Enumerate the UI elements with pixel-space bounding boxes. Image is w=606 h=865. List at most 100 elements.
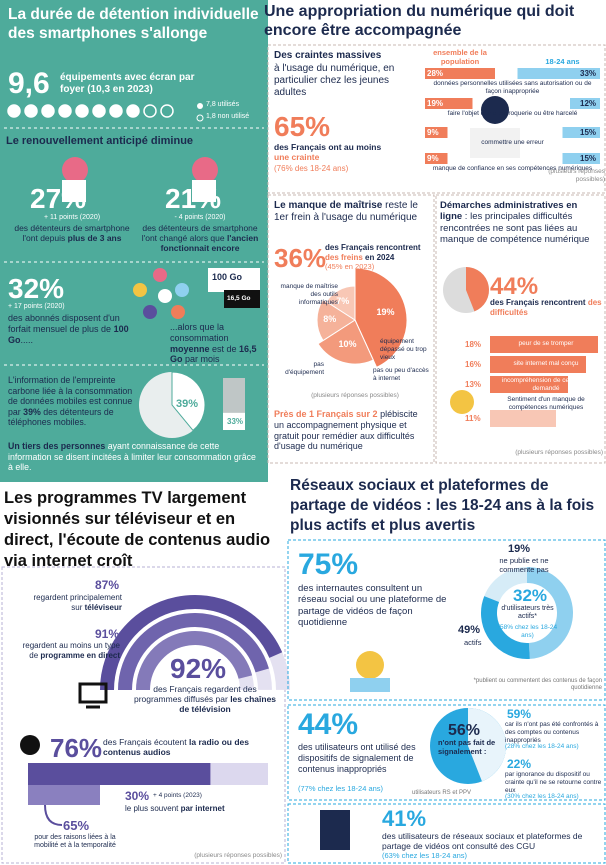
text-run: ..... <box>20 334 34 345</box>
slice-label: 10% <box>338 339 357 350</box>
text-run: Près de 1 Français sur 2 <box>274 409 378 419</box>
box-label: 16,5 Go <box>227 295 251 302</box>
dashed-box <box>1 566 286 864</box>
stat-text: des Français regardent des programmes di… <box>130 684 280 715</box>
pie-slice <box>466 267 489 312</box>
big-number: 21% <box>165 183 222 214</box>
section-title: Une appropriation du numérique qui doit … <box>264 3 575 39</box>
big-number: 27% <box>30 183 87 214</box>
note: (76% des 18-24 ans) <box>274 164 349 173</box>
heading: Démarches administratives en ligne : les… <box>440 200 602 246</box>
pie-slice <box>316 298 356 342</box>
device-dot <box>41 104 55 118</box>
stat-text: actifs <box>464 638 482 647</box>
slice-name: équipement dépassé ou trop vieux <box>380 338 427 361</box>
bar <box>28 785 100 805</box>
pie-slice <box>171 371 206 432</box>
icon <box>175 283 189 297</box>
change: + 11 points (2020) <box>43 214 101 221</box>
stat-text: d'utilisateurs très actifs* <box>501 605 554 621</box>
icon <box>143 305 157 319</box>
note: (plusieurs réponses possibles) <box>548 168 605 183</box>
text-run: des Français ont au moins <box>274 142 382 152</box>
icon <box>153 268 167 282</box>
text-run: ...alors que la consommation <box>170 322 229 343</box>
col-header: ensemble de la population <box>433 48 487 66</box>
bar <box>425 98 473 109</box>
icon <box>192 180 216 202</box>
text-run: la radio ou des contenus audios <box>103 737 249 758</box>
stat-number: 30% <box>125 789 150 803</box>
heading: Le manque de maîtrise reste le 1er frein… <box>274 200 429 224</box>
stat-number: 19% <box>508 543 531 555</box>
bar-name: Sentiment d'un manque de compétences num… <box>507 396 585 411</box>
arrow <box>44 804 63 826</box>
big-number: 32% <box>8 273 65 304</box>
big-number: 92% <box>170 653 227 684</box>
tv-icon <box>78 682 108 704</box>
text-run: en 2024 <box>362 252 395 262</box>
text-run: plébiscite un accompagnement physique et… <box>274 409 418 452</box>
section-title: La durée de détention individuelle des s… <box>8 6 259 42</box>
bar-label: 33% <box>580 69 597 78</box>
icon <box>62 157 88 183</box>
source: utilisateurs RS et PPV <box>412 790 472 796</box>
icon <box>192 157 218 183</box>
stat-text: des détenteurs de smartphone l'ont chang… <box>140 223 260 254</box>
icon <box>158 289 172 303</box>
text: des Français rencontrent des freins en 2… <box>325 243 430 262</box>
bar <box>517 68 600 79</box>
subsection-title: Le renouvellement anticipé diminue <box>6 135 194 147</box>
big-number: 32% <box>513 586 548 605</box>
section-title: Réseaux sociaux et plateformes de partag… <box>290 477 595 534</box>
note: (plusieurs réponses possibles) <box>311 392 399 399</box>
slice-name: pas ou peu d'accès à internet <box>373 367 429 382</box>
section-title: Les programmes TV largement visionnés su… <box>4 489 271 570</box>
bar-label: 18% <box>465 340 482 349</box>
illustration <box>470 128 520 158</box>
arc <box>100 595 283 691</box>
stat-number: 87% <box>95 578 120 592</box>
arc <box>118 613 269 691</box>
stat-text: équipements avec écran par foyer (10,3 e… <box>60 72 195 95</box>
bar <box>562 153 600 164</box>
text-run: plus de 3 ans <box>67 233 122 244</box>
bar-label: 13% <box>465 380 482 389</box>
big-number: 65% <box>274 111 331 142</box>
device-dot <box>24 104 38 118</box>
text-run: programme en direct <box>40 650 120 660</box>
bar <box>490 336 598 353</box>
pie-slice <box>354 267 408 368</box>
legend-text: 1,8 non utilisé <box>206 113 250 120</box>
bar-label: 19% <box>427 99 444 108</box>
text-run: 16,5 Go <box>170 343 257 365</box>
illustration <box>320 810 350 850</box>
stat-text: des abonnés disposent d'un forfait mensu… <box>8 313 133 345</box>
pie-slice <box>317 319 374 365</box>
stat-text: ne publie et ne commente pas <box>499 556 549 574</box>
stat-text: des utilisateurs ont utilisé des disposi… <box>298 742 416 774</box>
bar-label: 11% <box>465 414 481 423</box>
bar-label: 12% <box>580 99 597 108</box>
text-run: moyenne <box>170 343 210 354</box>
device-dot <box>143 104 157 118</box>
bar <box>28 763 211 785</box>
stat-text: des détenteurs de smartphone l'ont depui… <box>12 223 132 243</box>
text-run: l'ancien fonctionnait encore <box>160 233 259 254</box>
text-run: Démarches administratives en ligne <box>440 200 578 223</box>
bar <box>425 68 495 79</box>
illustration <box>481 96 509 124</box>
text-run: ayant connaissance de cette information … <box>8 441 256 473</box>
bar-label: 9% <box>427 128 439 137</box>
stat-text: pour des raisons liées à la mobilité et … <box>34 834 116 850</box>
note: (77% chez les 18-24 ans) <box>298 784 384 793</box>
bar <box>490 410 556 427</box>
stat-number: 91% <box>95 627 120 641</box>
stat-number: 65% <box>63 818 90 833</box>
bar <box>490 356 586 373</box>
bar-label: 28% <box>427 69 444 78</box>
row-label: données personnelles utilisées sans auto… <box>433 80 592 95</box>
bar-name: peur de se tromper <box>518 340 574 347</box>
